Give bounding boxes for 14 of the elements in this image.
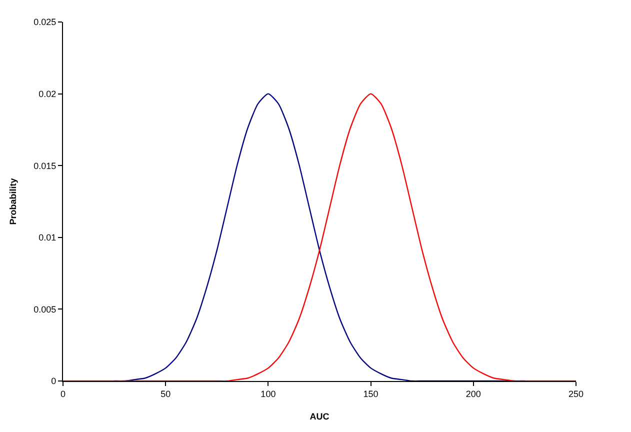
y-tick-label: 0 xyxy=(51,376,56,386)
x-tick-label: 50 xyxy=(160,388,171,399)
y-axis-title: Probability xyxy=(8,178,18,225)
y-tick-label: 0.02 xyxy=(38,88,56,99)
x-tick-label: 150 xyxy=(363,388,378,399)
y-tick-label: 0.025 xyxy=(34,17,56,28)
x-tick-label: 100 xyxy=(260,388,276,399)
y-tick-label: 0.005 xyxy=(34,304,56,314)
y-tick-label: 0.015 xyxy=(34,160,56,171)
x-tick-label: 200 xyxy=(466,388,481,399)
x-tick-label: 0 xyxy=(60,388,66,399)
x-axis-title: AUC xyxy=(310,412,330,422)
y-tick-label: 0.01 xyxy=(38,232,56,243)
x-tick-label: 250 xyxy=(568,388,584,399)
